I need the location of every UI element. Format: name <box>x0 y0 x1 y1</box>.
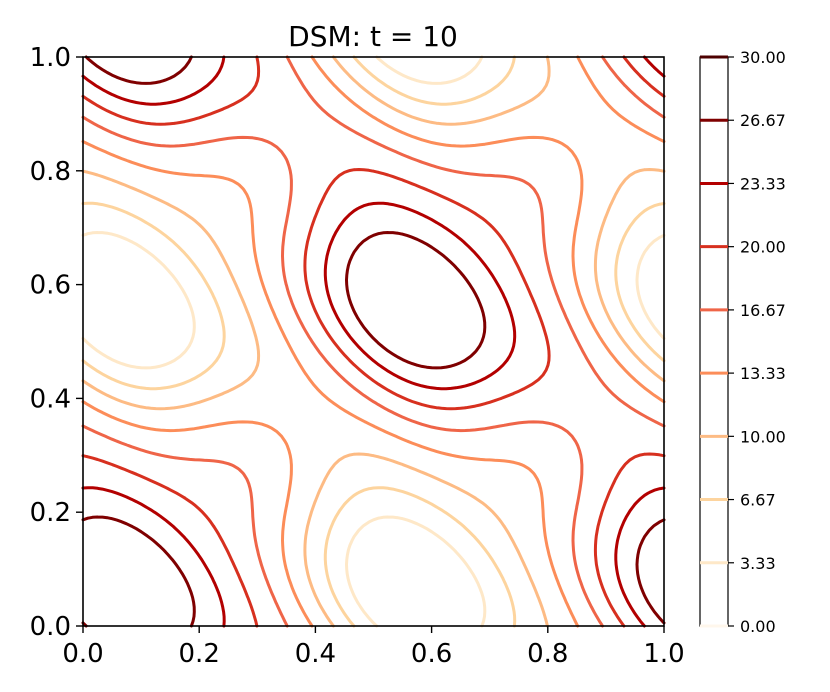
plot-frame <box>82 56 665 627</box>
contour-level-line <box>81 55 666 628</box>
colorbar: 0.00 3.33 6.67 10.00 13.33 16.67 20.00 23.33 26.… <box>699 48 786 636</box>
x-tick-label: 0.4 <box>295 639 336 669</box>
y-tick-label: 1.0 <box>30 43 71 73</box>
colorbar-tick-label: 0.00 <box>740 617 776 636</box>
colorbar-tick-label: 26.67 <box>740 111 786 130</box>
x-tick-label: 0.0 <box>62 639 103 669</box>
y-tick-label: 0.6 <box>30 271 71 301</box>
x-tick-label: 0.8 <box>527 639 568 669</box>
contour-level-line <box>81 55 666 628</box>
contour-level-line <box>81 55 666 628</box>
colorbar-tick-label: 10.00 <box>740 427 786 446</box>
colorbar-ticks: 0.00 3.33 6.67 10.00 13.33 16.67 20.00 23.33 26.… <box>700 48 786 636</box>
chart-title: DSM: t = 10 <box>288 20 458 53</box>
colorbar-tick-label: 30.00 <box>740 48 786 67</box>
colorbar-tick-label: 23.33 <box>740 174 786 193</box>
colorbar-tick-label: 13.33 <box>740 364 786 383</box>
x-axis: 0.0 0.2 0.4 0.6 0.8 1.0 <box>62 626 685 669</box>
y-tick-label: 0.2 <box>30 498 71 528</box>
contour-level-line <box>81 55 666 628</box>
contour-level-line <box>81 55 666 628</box>
contour-level-line <box>81 55 666 628</box>
contour-level-line <box>81 55 666 628</box>
x-tick-label: 1.0 <box>643 639 684 669</box>
plot-area <box>81 55 666 628</box>
colorbar-tick-label: 16.67 <box>740 301 786 320</box>
y-axis: 0.0 0.2 0.4 0.6 0.8 1.0 <box>30 43 83 642</box>
colorbar-tick-label: 20.00 <box>740 238 786 257</box>
contour-level-line <box>81 55 666 628</box>
contour-lines <box>81 55 666 628</box>
colorbar-frame <box>699 56 729 627</box>
x-tick-label: 0.2 <box>179 639 220 669</box>
y-tick-label: 0.0 <box>30 612 71 642</box>
colorbar-tick-label: 6.67 <box>740 491 776 510</box>
x-tick-label: 0.6 <box>411 639 452 669</box>
colorbar-tick-label: 3.33 <box>740 554 776 573</box>
y-tick-label: 0.8 <box>30 157 71 187</box>
y-tick-label: 0.4 <box>30 384 71 414</box>
